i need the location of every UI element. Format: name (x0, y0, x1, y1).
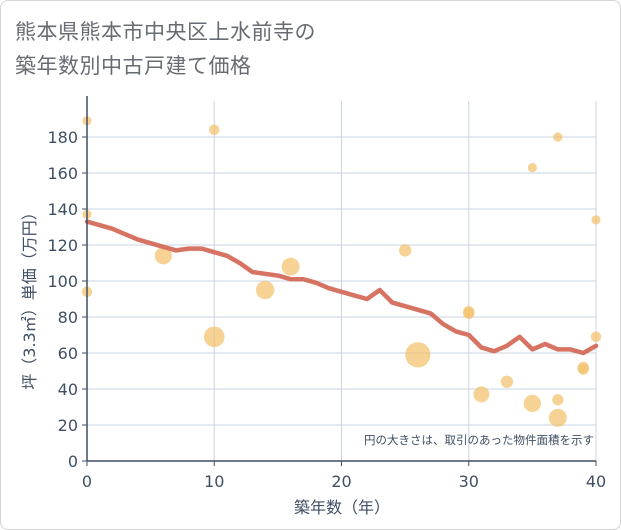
x-tick-label: 30 (459, 472, 479, 491)
y-tick-label: 100 (47, 272, 78, 291)
y-tick-label: 180 (47, 128, 78, 147)
data-bubble (590, 331, 602, 343)
x-tick-label: 20 (331, 472, 351, 491)
y-tick-label: 140 (47, 200, 78, 219)
grid (87, 101, 597, 461)
bubble-series (81, 116, 602, 427)
y-tick-label: 20 (58, 416, 78, 435)
chart-title-line-2: 築年数別中古戸建て価格 (15, 54, 252, 78)
data-bubble (405, 342, 431, 368)
data-bubble (398, 244, 412, 257)
axes (82, 96, 597, 466)
average-line-series (84, 219, 599, 356)
data-bubble (553, 132, 563, 142)
x-tick-label: 0 (82, 472, 92, 491)
y-tick-label: 80 (58, 308, 78, 327)
data-bubble (577, 363, 589, 375)
data-bubble (463, 307, 475, 320)
x-tick-label: 40 (586, 472, 606, 491)
x-axis-title: 築年数（年） (294, 498, 390, 517)
data-bubble (500, 375, 514, 388)
bubble-size-note: 円の大きさは、取引のあった物件面積を示す (364, 433, 594, 447)
data-bubble (527, 163, 537, 173)
y-tick-label: 160 (47, 164, 78, 183)
chart-title: 熊本県熊本市中央区上水前寺の 築年数別中古戸建て価格 (15, 15, 316, 83)
data-bubble (591, 215, 601, 225)
data-bubble (255, 280, 275, 300)
y-tick-label: 60 (58, 344, 78, 363)
average-price-line (84, 219, 599, 356)
tick-labels: 0 20 40 60 80 100 120 140 160 180 0 10 20 30 40 (47, 128, 606, 491)
data-bubble (473, 386, 490, 403)
data-bubble (552, 394, 564, 406)
data-bubble (548, 408, 567, 427)
data-bubble (281, 257, 300, 276)
y-tick-label: 120 (47, 236, 78, 255)
data-bubble (203, 326, 225, 348)
x-tick-label: 10 (204, 472, 224, 491)
data-bubble (523, 394, 541, 413)
data-bubble (154, 247, 172, 265)
y-axis-title: 坪（3.3㎡）単価（万円） (20, 204, 39, 389)
y-tick-label: 0 (68, 452, 78, 471)
chart-title-line-1: 熊本県熊本市中央区上水前寺の (15, 20, 316, 44)
y-tick-label: 40 (58, 380, 78, 399)
data-bubble (209, 124, 220, 136)
